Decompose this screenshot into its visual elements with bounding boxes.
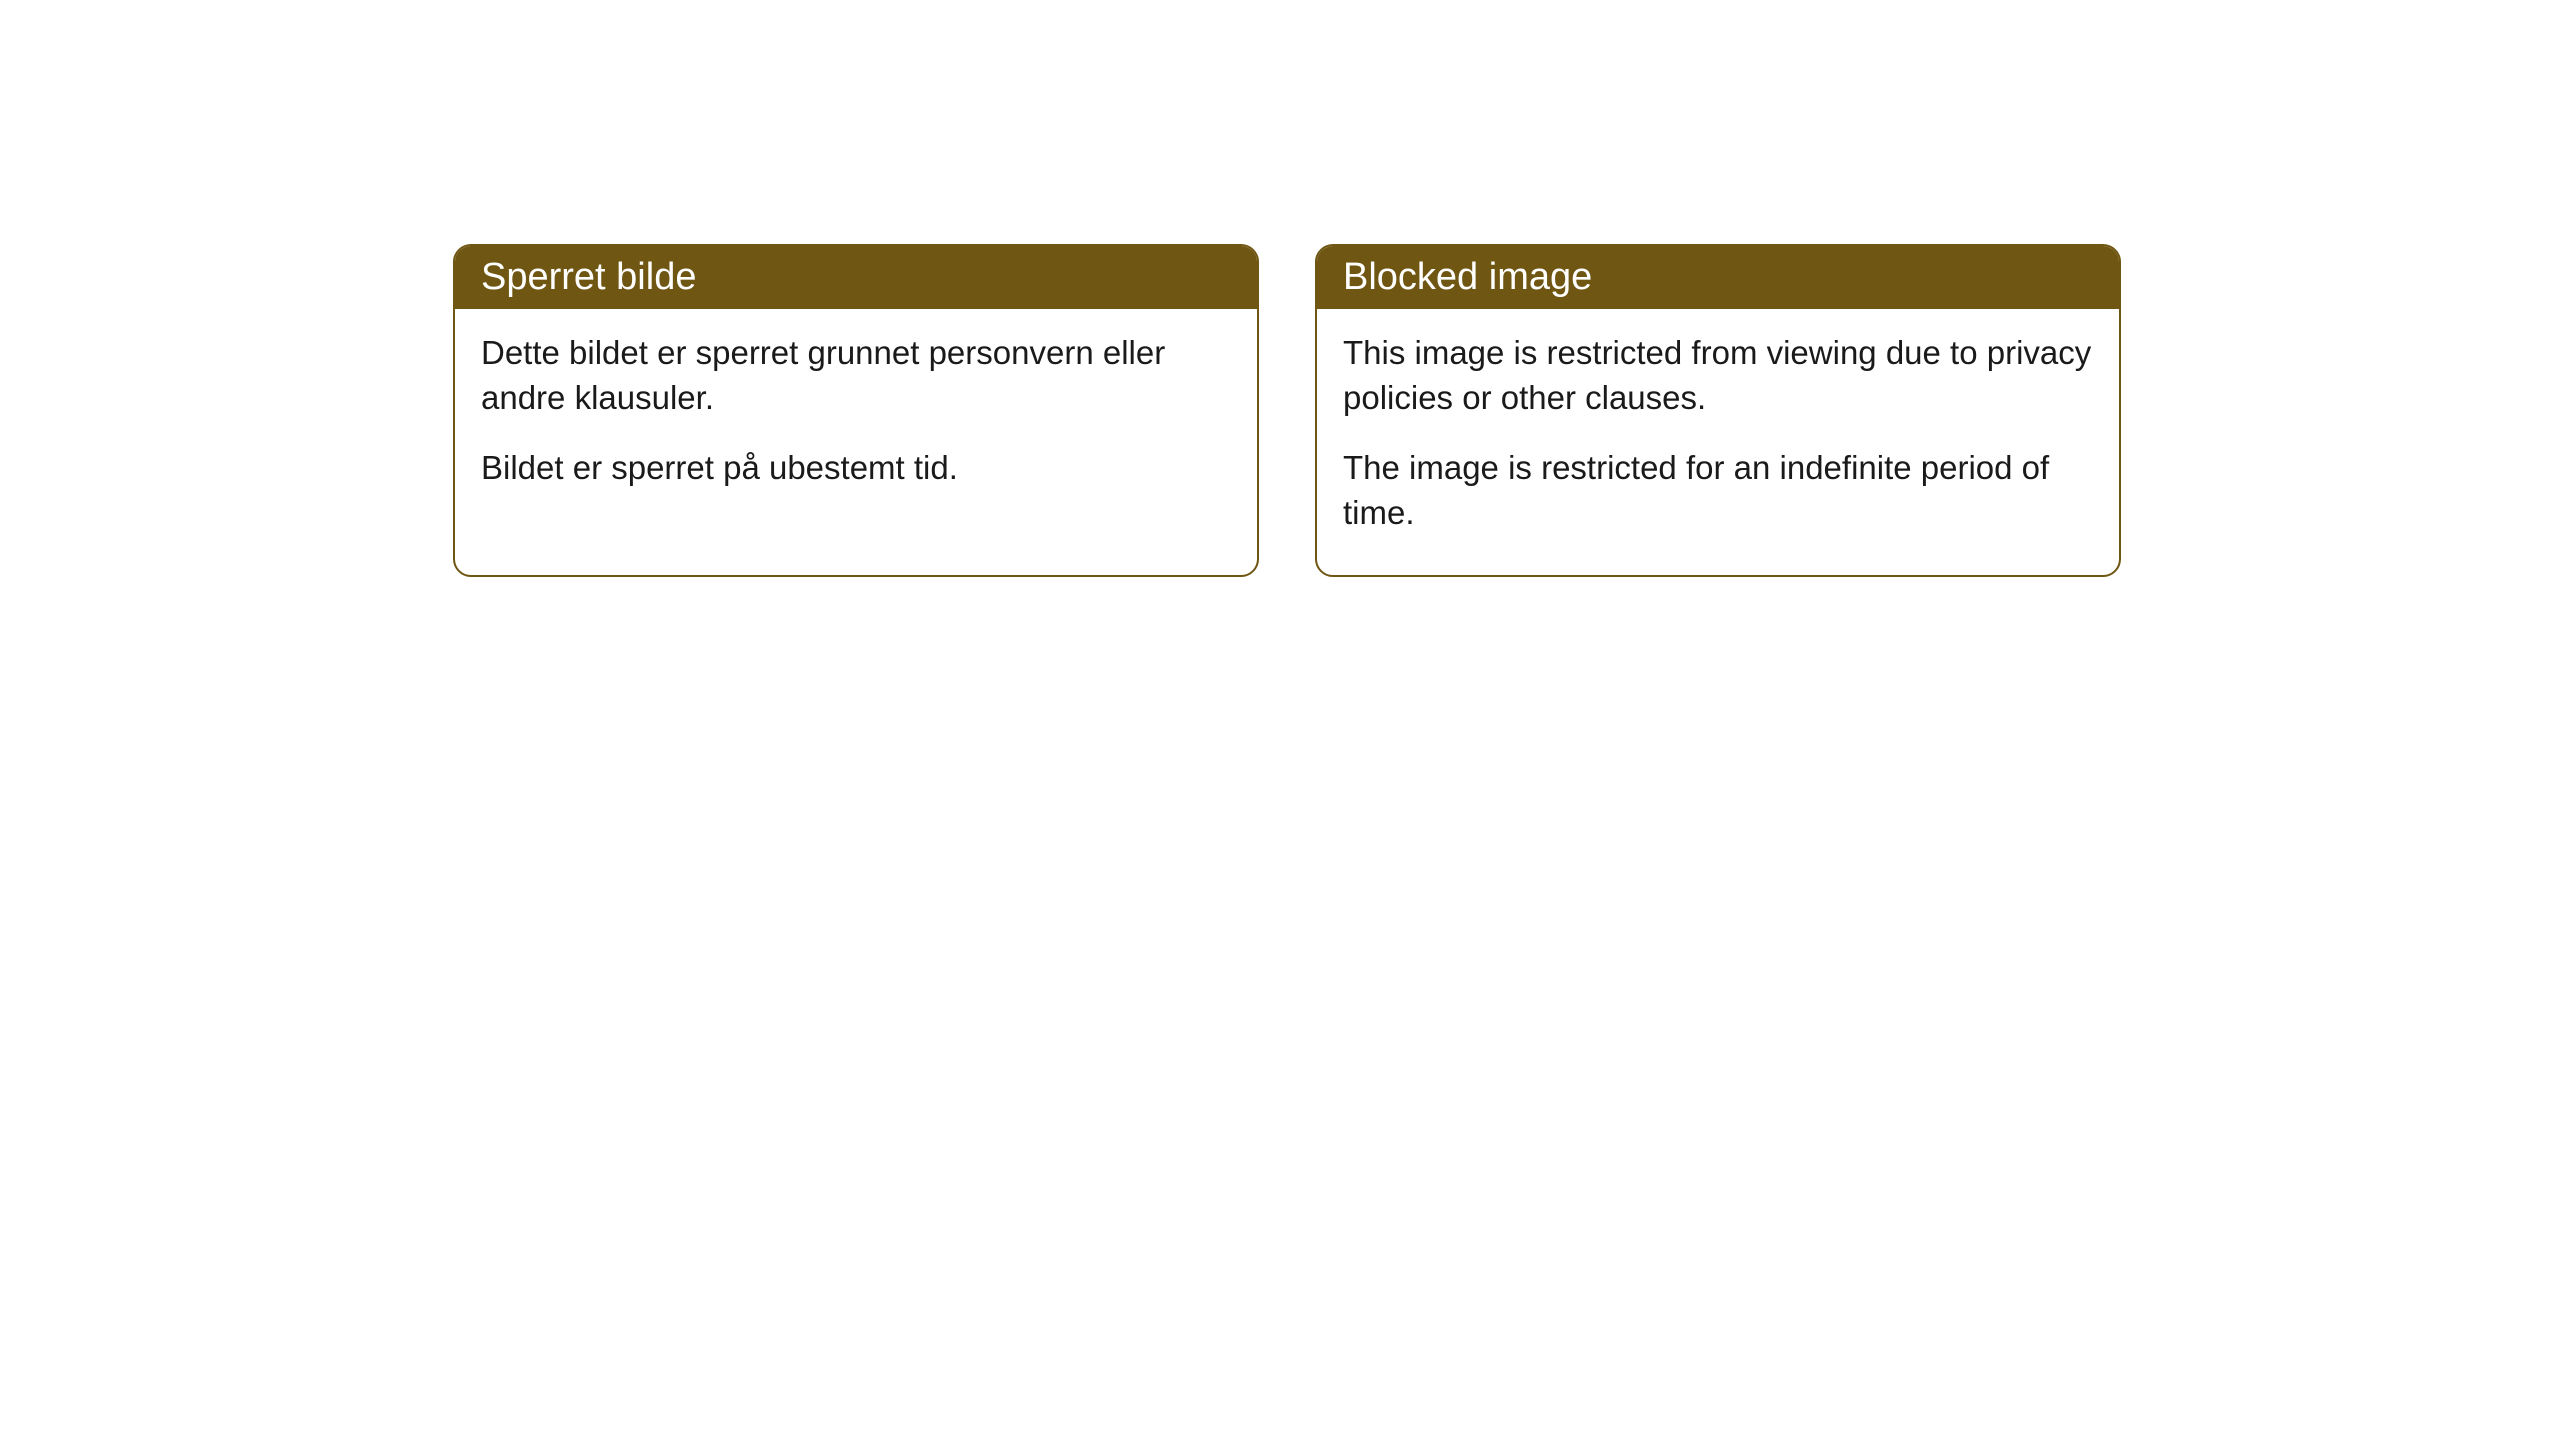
card-paragraph: Dette bildet er sperret grunnet personve… xyxy=(481,331,1231,420)
card-title: Blocked image xyxy=(1343,256,1592,298)
blocked-image-card-en: Blocked image This image is restricted f… xyxy=(1315,244,2121,577)
card-title: Sperret bilde xyxy=(481,256,696,298)
card-body: This image is restricted from viewing du… xyxy=(1317,309,2119,575)
card-body: Dette bildet er sperret grunnet personve… xyxy=(455,309,1257,531)
notification-cards-container: Sperret bilde Dette bildet er sperret gr… xyxy=(453,244,2121,577)
card-header: Blocked image xyxy=(1317,246,2119,309)
card-paragraph: The image is restricted for an indefinit… xyxy=(1343,446,2093,535)
card-paragraph: This image is restricted from viewing du… xyxy=(1343,331,2093,420)
card-paragraph: Bildet er sperret på ubestemt tid. xyxy=(481,446,1231,491)
card-header: Sperret bilde xyxy=(455,246,1257,309)
blocked-image-card-no: Sperret bilde Dette bildet er sperret gr… xyxy=(453,244,1259,577)
